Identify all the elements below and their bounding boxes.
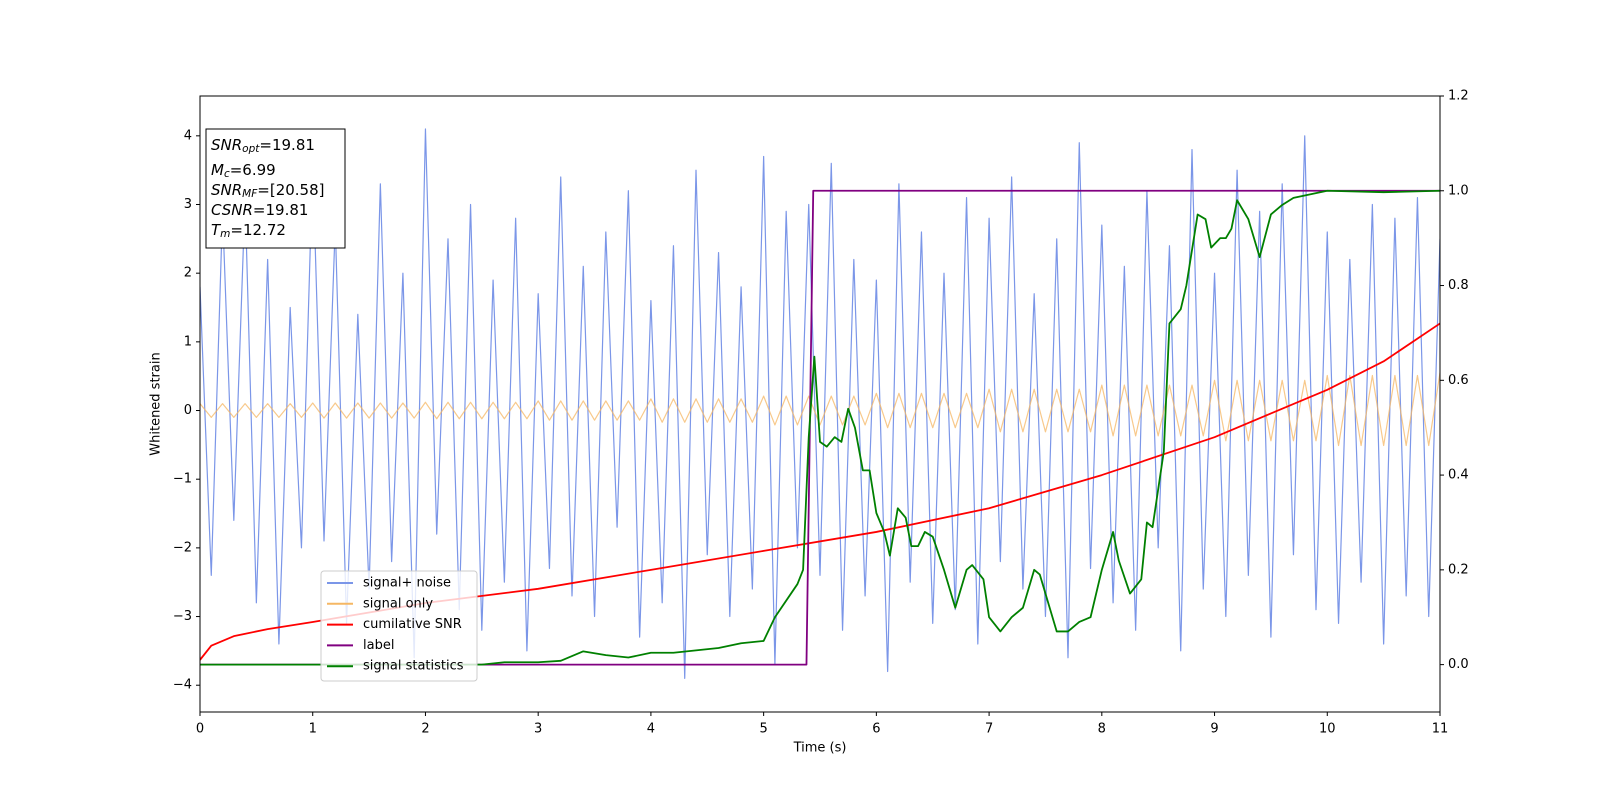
x-axis-label: Time (s): [793, 741, 847, 756]
annotation-line: CSNR=19.81: [211, 201, 308, 219]
legend: signal+ noise signal only cumilative SNR la…: [320, 570, 478, 682]
annotation-value: =19.81: [253, 201, 309, 219]
legend-label: signal statistics: [363, 659, 464, 674]
legend-frame: [320, 570, 478, 682]
y-tick-label: 3: [184, 197, 192, 212]
annotation-value: =6.99: [230, 161, 276, 179]
annotation-value: =12.72: [230, 221, 286, 239]
series-line: [200, 322, 1440, 661]
x-tick-label: 0: [196, 722, 204, 737]
y-tick-label: −4: [173, 678, 192, 693]
y-tick-label: 0: [184, 403, 192, 418]
y-tick-label: 2: [184, 266, 192, 281]
y2-tick-label: 0.2: [1448, 562, 1469, 577]
y2-tick-label: 1.2: [1448, 89, 1469, 104]
legend-label: signal only: [363, 596, 433, 611]
y2-tick-label: 1.0: [1448, 183, 1469, 198]
x-tick-label: 5: [759, 722, 767, 737]
axes-frame: [199, 95, 1441, 713]
x-tick-label: 2: [421, 722, 429, 737]
series-line: [200, 128, 1440, 679]
annotation-value: =19.81: [259, 136, 315, 154]
annotation-symbol: SNR: [211, 136, 242, 154]
annotation-subscript: c: [224, 168, 230, 180]
y-tick-label: −1: [173, 472, 192, 487]
annotation-subscript: m: [220, 228, 230, 240]
y-tick-label: 4: [184, 128, 192, 143]
y2-tick-label: 0.6: [1448, 373, 1469, 388]
annotation-line: SNRopt=19.81: [211, 136, 315, 156]
plot-area: [200, 128, 1440, 679]
y-tick-label: 1: [184, 334, 192, 349]
ticks: 0 1 2 3 4 5 6 7 8 9 10 11 −4 −3 −2 −1 0 1 2 3 4 0.0 0.2 0.4 0.6 0…: [173, 89, 1469, 737]
annotation-symbol: SNR: [211, 181, 242, 199]
legend-label: signal+ noise: [363, 576, 451, 591]
x-tick-label: 4: [647, 722, 655, 737]
annotation-symbol: T: [211, 221, 222, 239]
y-tick-label: −3: [173, 609, 192, 624]
series-line: [200, 372, 1440, 447]
x-tick-label: 6: [872, 722, 880, 737]
annotation-value: =[20.58]: [257, 181, 324, 199]
y-axis-label: Whitened strain: [149, 352, 164, 455]
annotation-frame: [205, 128, 346, 249]
legend-label: cumilative SNR: [363, 617, 462, 632]
y-tick-label: −2: [173, 540, 192, 555]
x-tick-label: 8: [1098, 722, 1106, 737]
x-tick-label: 1: [309, 722, 317, 737]
x-tick-label: 10: [1319, 722, 1336, 737]
y2-tick-label: 0.4: [1448, 468, 1469, 483]
x-tick-label: 11: [1432, 722, 1449, 737]
x-tick-label: 3: [534, 722, 542, 737]
annotation-subscript: MF: [242, 188, 258, 200]
x-tick-label: 7: [985, 722, 993, 737]
y2-tick-label: 0.0: [1448, 657, 1469, 672]
annotation-line: SNRMF=[20.58]: [211, 181, 325, 201]
annotation-line: Mc=6.99: [211, 161, 276, 181]
y2-tick-label: 0.8: [1448, 278, 1469, 293]
annotation-symbol: CSNR: [211, 201, 253, 219]
x-tick-label: 9: [1210, 722, 1218, 737]
annotation-line: Tm=12.72: [211, 221, 286, 241]
legend-label: label: [363, 638, 394, 653]
annotation-subscript: opt: [242, 143, 260, 155]
annotation-symbol: M: [211, 161, 224, 179]
series-line: [200, 189, 1440, 666]
annotation-box: SNRopt=19.81Mc=6.99SNRMF=[20.58]CSNR=19.…: [205, 128, 346, 249]
